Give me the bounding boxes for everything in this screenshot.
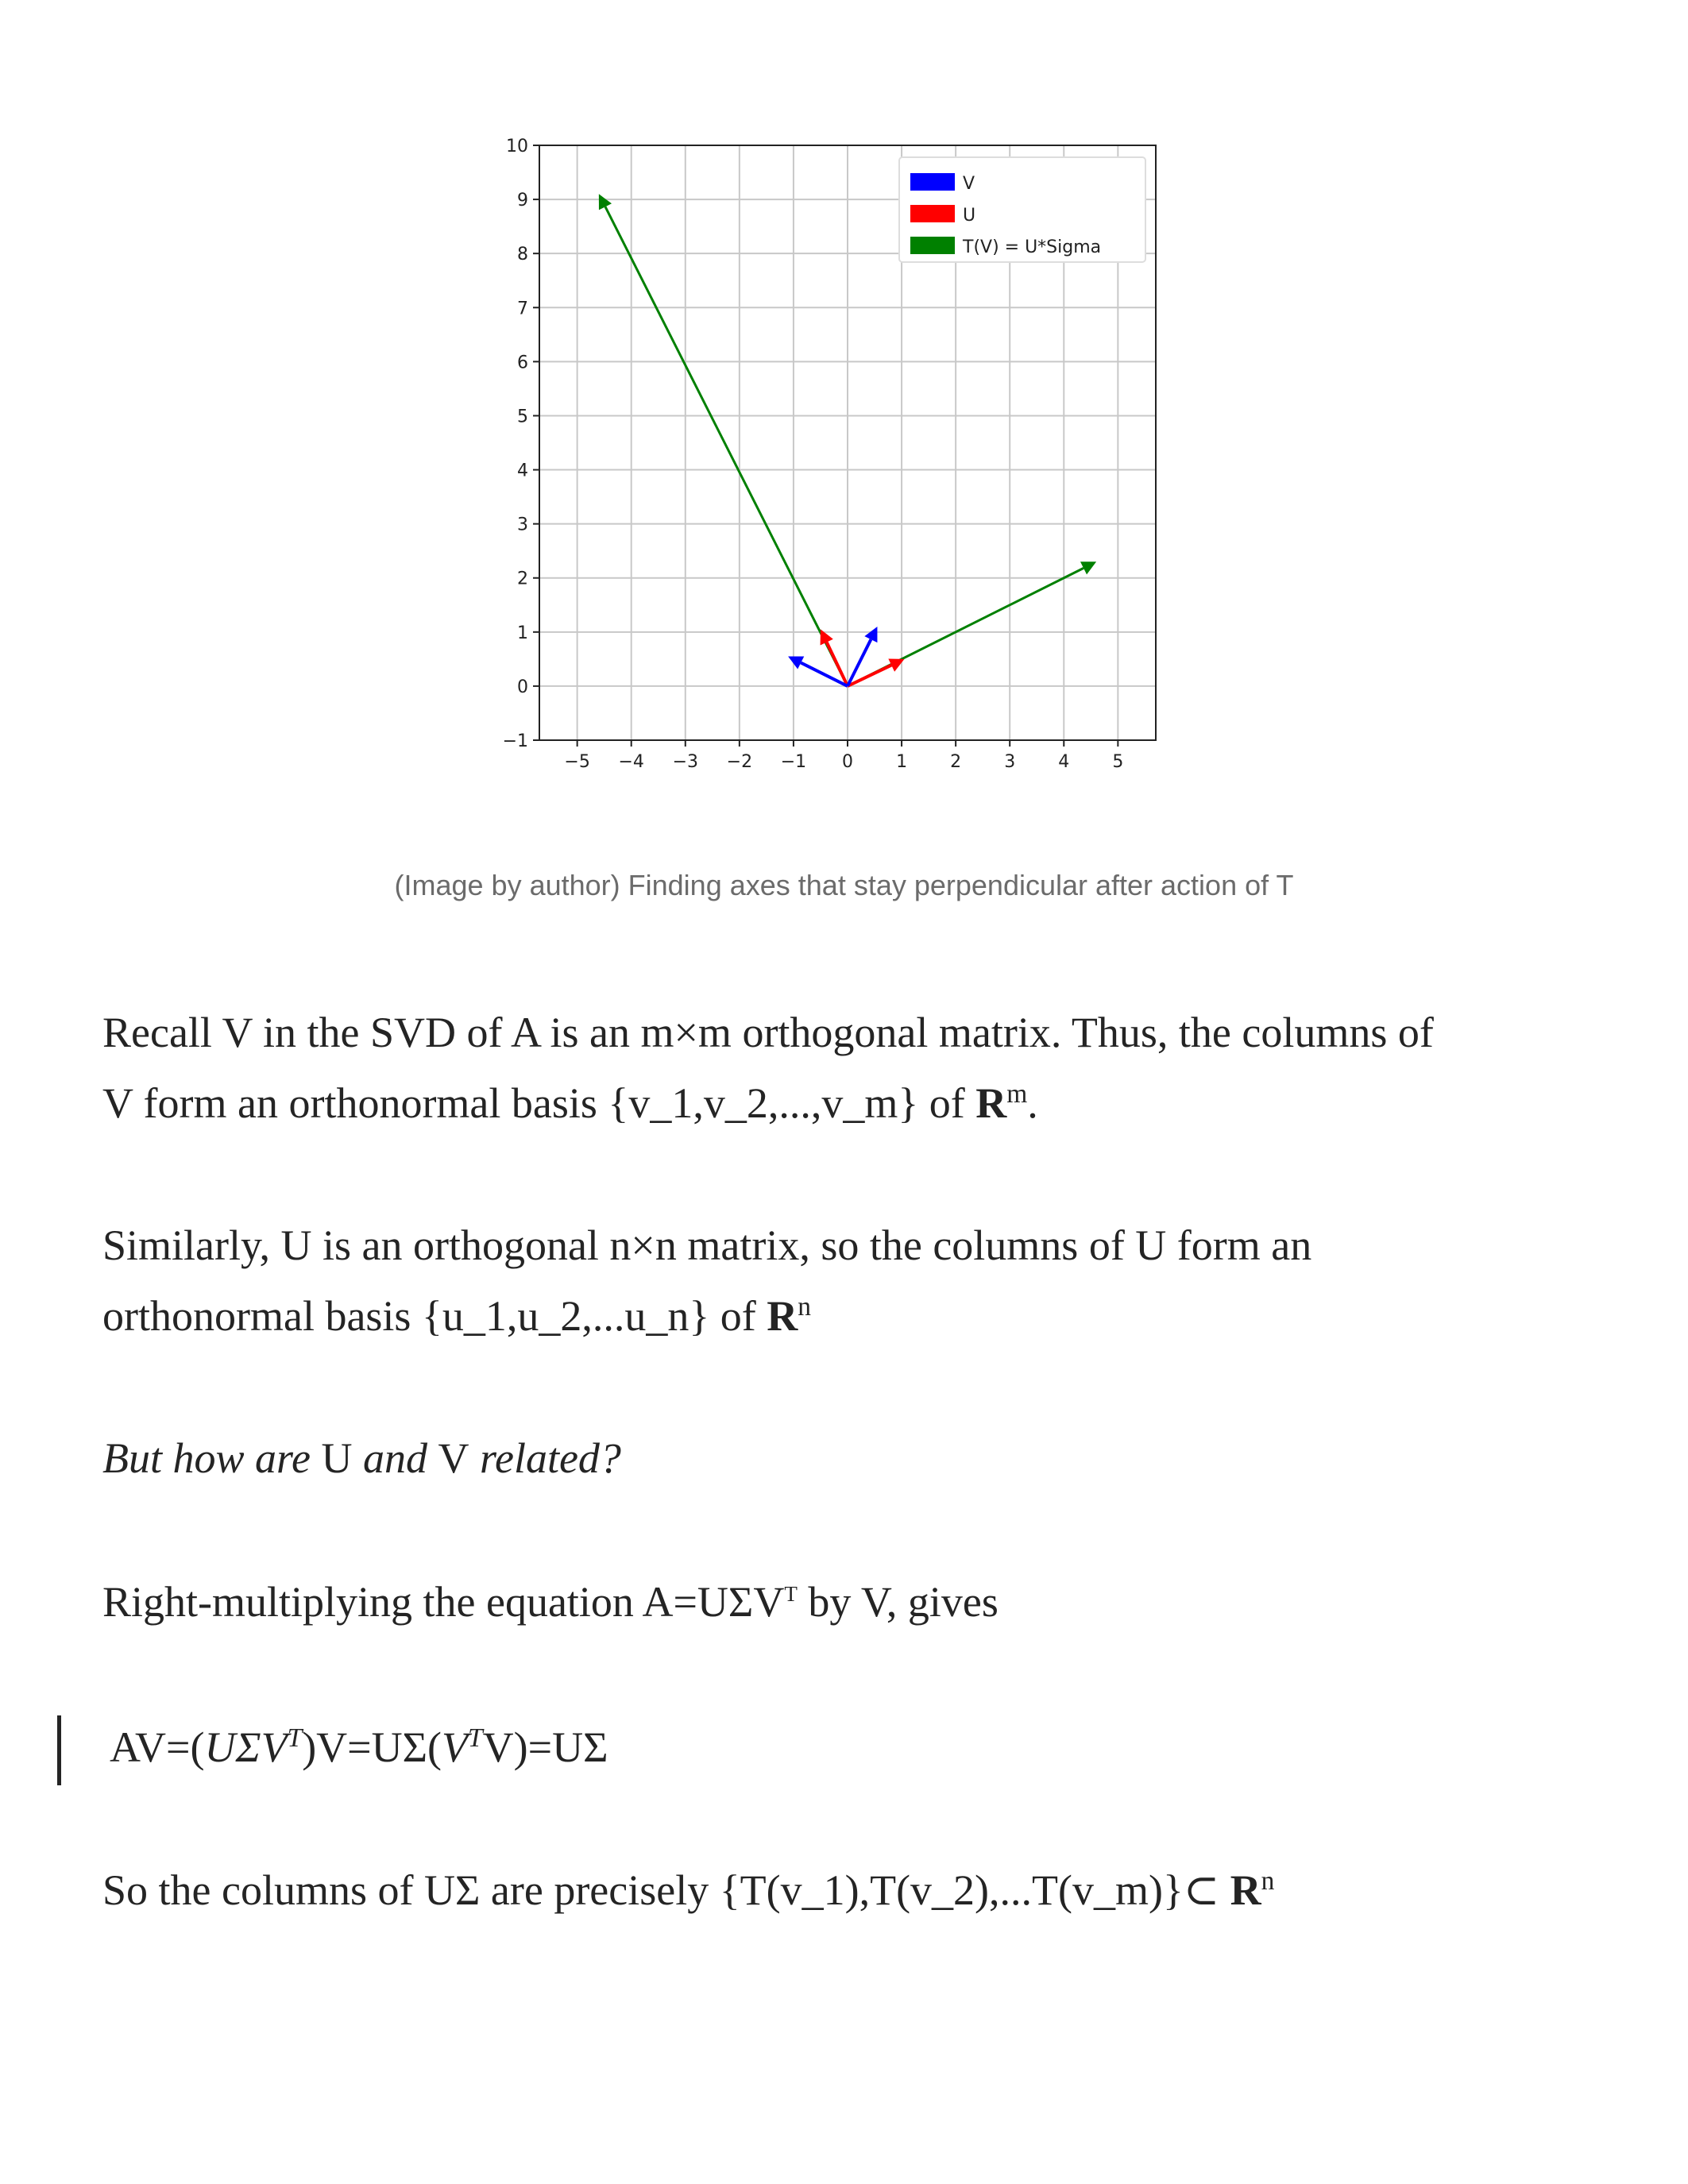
text: V form an orthonormal basis {v_1,v_2,...… xyxy=(102,1079,976,1127)
y-tick-label: 8 xyxy=(517,245,528,264)
vector-arrowhead xyxy=(888,658,905,672)
x-tick-label: 3 xyxy=(1004,752,1015,772)
x-tick-label: 2 xyxy=(950,752,961,772)
y-tick-label: 10 xyxy=(506,137,528,156)
x-tick-label: −3 xyxy=(673,752,698,772)
text: by V, gives xyxy=(797,1578,999,1626)
vector-arrowhead xyxy=(788,656,805,669)
text: and xyxy=(352,1434,438,1482)
vector-v xyxy=(846,639,873,687)
text: U xyxy=(321,1434,353,1482)
vector-u xyxy=(847,663,893,688)
text: V xyxy=(438,1434,469,1482)
legend-swatch xyxy=(910,237,955,254)
legend-label: U xyxy=(963,206,975,226)
y-tick-label: 6 xyxy=(517,353,528,372)
text: AV=( xyxy=(110,1723,205,1771)
y-tick-label: 2 xyxy=(517,569,528,589)
y-tick-label: 3 xyxy=(517,515,528,535)
text: . xyxy=(1027,1079,1038,1127)
superscript: T xyxy=(287,1723,303,1753)
text: UΣV xyxy=(204,1723,288,1771)
x-tick-label: 5 xyxy=(1112,752,1123,772)
y-tick-label: 0 xyxy=(517,677,528,697)
x-tick-label: −4 xyxy=(619,752,644,772)
legend-swatch xyxy=(910,205,955,222)
figure-caption: (Image by author) Finding axes that stay… xyxy=(394,869,1294,901)
y-tick-label: −1 xyxy=(503,731,528,751)
vector-v xyxy=(800,661,848,688)
paragraph-v-basis: Recall V in the SVD of A is an m×m ortho… xyxy=(102,997,1612,1139)
blockquote-bar xyxy=(57,1715,61,1785)
text: Similarly, U is an orthogonal n×n matrix… xyxy=(102,1221,1312,1269)
vector-arrowhead xyxy=(598,194,612,210)
superscript: T xyxy=(468,1723,483,1753)
paragraph-question: But how are U and V related? xyxy=(102,1423,1612,1494)
x-tick-label: −2 xyxy=(727,752,752,772)
text: orthonormal basis {u_1,u_2,...u_n} of xyxy=(102,1292,767,1340)
vector-t-v-u-sigma xyxy=(604,206,849,687)
vector-arrowhead xyxy=(820,629,833,646)
legend-swatch xyxy=(910,173,955,191)
text: related? xyxy=(469,1434,621,1482)
legend-label: T(V) = U*Sigma xyxy=(962,237,1101,257)
legend-box xyxy=(898,156,1146,263)
real-space-symbol: R xyxy=(1230,1866,1261,1914)
real-space-symbol: R xyxy=(975,1079,1007,1127)
superscript: T xyxy=(784,1582,798,1606)
x-tick-label: 0 xyxy=(842,752,853,772)
x-tick-label: −5 xyxy=(564,752,589,772)
text: )V=UΣ( xyxy=(302,1723,442,1771)
plot-frame xyxy=(539,145,1157,741)
legend-label: V xyxy=(963,174,975,194)
paragraph-conclusion: So the columns of UΣ are precisely {T(v_… xyxy=(102,1855,1612,1926)
text: But how are xyxy=(102,1434,322,1482)
text: V)=UΣ xyxy=(482,1723,608,1771)
real-space-symbol: R xyxy=(767,1292,798,1340)
superscript: n xyxy=(798,1292,811,1322)
vector-arrowhead xyxy=(1080,561,1097,575)
y-tick-label: 5 xyxy=(517,407,528,426)
text: So the columns of UΣ are precisely {T(v_… xyxy=(102,1866,1230,1914)
y-tick-label: 7 xyxy=(517,299,528,318)
vector-arrowhead xyxy=(864,627,878,643)
y-tick-label: 4 xyxy=(517,461,528,481)
paragraph-u-basis: Similarly, U is an orthogonal n×n matrix… xyxy=(102,1210,1612,1352)
vector-u xyxy=(825,641,849,687)
text: Recall V in the SVD of A is an m×m ortho… xyxy=(102,1009,1434,1056)
text: V xyxy=(442,1723,469,1771)
text: Right-multiplying the equation A=UΣV xyxy=(102,1578,785,1626)
y-tick-label: 9 xyxy=(517,191,528,210)
svd-vector-chart: −5 −4 −3 −2 −1 0 1 2 3 4 5 −1 0 1 2 3 4 5 6 7 8 9 10 VU T(V) = U… xyxy=(503,137,1157,772)
paragraph-right-multiply: Right-multiplying the equation A=UΣVT by… xyxy=(102,1567,1612,1638)
x-tick-label: 1 xyxy=(896,752,907,772)
x-tick-label: −1 xyxy=(781,752,806,772)
equation: AV=(UΣVT)V=UΣ(VTV)=UΣ xyxy=(110,1722,608,1773)
x-tick-label: 4 xyxy=(1058,752,1069,772)
y-tick-label: 1 xyxy=(517,623,528,643)
superscript: m xyxy=(1006,1079,1028,1109)
superscript: n xyxy=(1261,1866,1275,1896)
